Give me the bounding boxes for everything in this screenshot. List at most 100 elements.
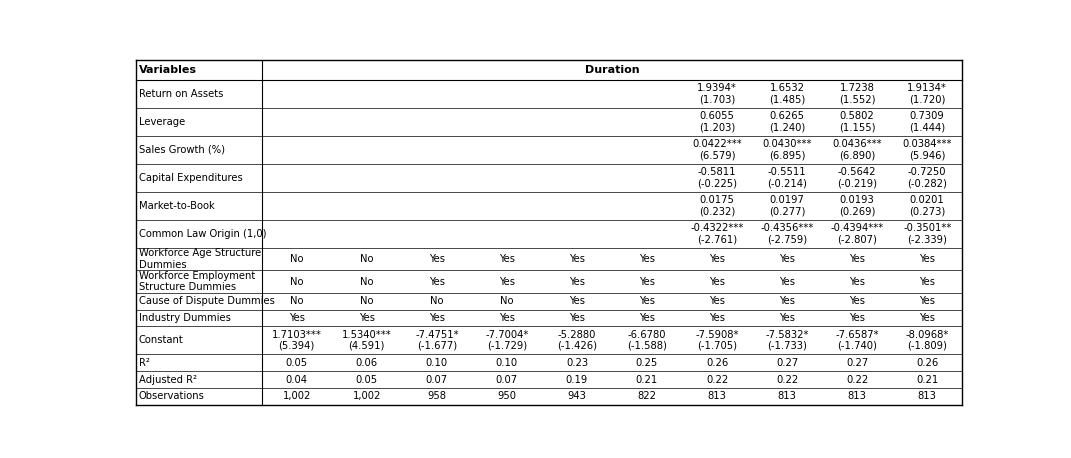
Text: 0.0193: 0.0193 — [840, 195, 875, 205]
Text: (-2.759): (-2.759) — [767, 234, 808, 245]
Text: Yes: Yes — [639, 277, 655, 287]
Text: R²: R² — [139, 358, 150, 368]
Text: 0.10: 0.10 — [426, 358, 448, 368]
Text: -8.0968*: -8.0968* — [905, 330, 949, 340]
Text: Yes: Yes — [779, 254, 795, 264]
Text: Constant: Constant — [139, 335, 183, 345]
Text: 1,002: 1,002 — [283, 392, 311, 401]
Text: (4.591): (4.591) — [348, 341, 384, 351]
Text: No: No — [500, 296, 514, 306]
Text: (-1.809): (-1.809) — [907, 341, 947, 351]
Text: Yes: Yes — [639, 313, 655, 323]
Text: -7.7004*: -7.7004* — [485, 330, 529, 340]
Text: (1.703): (1.703) — [699, 94, 735, 104]
Text: Return on Assets: Return on Assets — [139, 89, 223, 99]
Text: Yes: Yes — [289, 313, 305, 323]
Text: 1.9134*: 1.9134* — [907, 83, 947, 93]
Text: Observations: Observations — [139, 392, 205, 401]
Text: No: No — [290, 254, 303, 264]
Text: -7.4751*: -7.4751* — [416, 330, 458, 340]
Text: Yes: Yes — [428, 254, 444, 264]
Text: Yes: Yes — [428, 313, 444, 323]
Text: 1.9394*: 1.9394* — [697, 83, 737, 93]
Text: (-0.214): (-0.214) — [767, 179, 808, 189]
Text: 0.26: 0.26 — [916, 358, 938, 368]
Text: 0.05: 0.05 — [356, 375, 378, 385]
Text: Duration: Duration — [585, 65, 639, 75]
Text: (-2.761): (-2.761) — [697, 234, 737, 245]
Text: (-2.807): (-2.807) — [838, 234, 877, 245]
Text: -0.4394***: -0.4394*** — [830, 224, 884, 233]
Text: (1.203): (1.203) — [699, 122, 735, 132]
Text: 0.22: 0.22 — [706, 375, 728, 385]
Text: 0.06: 0.06 — [356, 358, 378, 368]
Text: Market-to-Book: Market-to-Book — [139, 201, 214, 211]
Text: Yes: Yes — [709, 254, 725, 264]
Text: Sales Growth (%): Sales Growth (%) — [139, 145, 225, 155]
Text: -0.7250: -0.7250 — [908, 167, 947, 177]
Text: 0.5802: 0.5802 — [840, 111, 875, 121]
Text: 950: 950 — [497, 392, 516, 401]
Text: (1.240): (1.240) — [769, 122, 805, 132]
Text: Cause of Dispute Dummies: Cause of Dispute Dummies — [139, 296, 275, 306]
Text: Yes: Yes — [499, 277, 515, 287]
Text: (-0.282): (-0.282) — [907, 179, 947, 189]
Text: -0.4322***: -0.4322*** — [691, 224, 743, 233]
Text: No: No — [360, 277, 374, 287]
Text: 0.0175: 0.0175 — [699, 195, 735, 205]
Text: 0.25: 0.25 — [636, 358, 658, 368]
Text: (-1.588): (-1.588) — [627, 341, 667, 351]
Text: 0.22: 0.22 — [776, 375, 798, 385]
Text: (-1.729): (-1.729) — [487, 341, 527, 351]
Text: -6.6780: -6.6780 — [628, 330, 666, 340]
Text: Variables: Variables — [139, 65, 197, 75]
Text: (6.579): (6.579) — [698, 151, 736, 160]
Text: (-1.740): (-1.740) — [838, 341, 877, 351]
Text: (-1.733): (-1.733) — [767, 341, 808, 351]
Text: -7.5832*: -7.5832* — [766, 330, 809, 340]
Text: Yes: Yes — [499, 254, 515, 264]
Text: -0.5642: -0.5642 — [838, 167, 876, 177]
Text: (1.485): (1.485) — [769, 94, 805, 104]
Text: Yes: Yes — [639, 296, 655, 306]
Text: 0.07: 0.07 — [496, 375, 518, 385]
Text: (1.444): (1.444) — [909, 122, 946, 132]
Text: 0.04: 0.04 — [286, 375, 307, 385]
Text: (6.895): (6.895) — [769, 151, 805, 160]
Text: 0.0201: 0.0201 — [910, 195, 945, 205]
Text: Yes: Yes — [849, 313, 865, 323]
Text: 0.0436***: 0.0436*** — [832, 139, 883, 149]
Text: Yes: Yes — [849, 296, 865, 306]
Text: (-0.225): (-0.225) — [697, 179, 737, 189]
Text: (0.232): (0.232) — [699, 207, 735, 217]
Text: (0.277): (0.277) — [769, 207, 805, 217]
Text: (-0.219): (-0.219) — [838, 179, 877, 189]
Text: Yes: Yes — [709, 277, 725, 287]
Text: No: No — [290, 277, 303, 287]
Text: 813: 813 — [778, 392, 797, 401]
Text: (0.273): (0.273) — [909, 207, 946, 217]
Text: (0.269): (0.269) — [839, 207, 875, 217]
Text: Workforce Employment
Structure Dummies: Workforce Employment Structure Dummies — [139, 271, 255, 292]
Text: Yes: Yes — [709, 313, 725, 323]
Text: (5.946): (5.946) — [909, 151, 946, 160]
Text: 813: 813 — [918, 392, 937, 401]
Text: No: No — [431, 296, 443, 306]
Text: 0.6265: 0.6265 — [770, 111, 804, 121]
Text: Yes: Yes — [569, 296, 585, 306]
Text: -7.5908*: -7.5908* — [695, 330, 739, 340]
Text: Yes: Yes — [428, 277, 444, 287]
Text: No: No — [360, 254, 374, 264]
Text: No: No — [290, 296, 303, 306]
Text: -7.6587*: -7.6587* — [835, 330, 879, 340]
Text: 822: 822 — [637, 392, 657, 401]
Text: Yes: Yes — [919, 254, 935, 264]
Text: Yes: Yes — [499, 313, 515, 323]
Text: (1.720): (1.720) — [909, 94, 946, 104]
Text: 0.22: 0.22 — [846, 375, 869, 385]
Text: Workforce Age Structure
Dummies: Workforce Age Structure Dummies — [139, 248, 261, 270]
Text: 943: 943 — [568, 392, 587, 401]
Text: 1,002: 1,002 — [352, 392, 381, 401]
Text: (-2.339): (-2.339) — [907, 234, 947, 245]
Text: Capital Expenditures: Capital Expenditures — [139, 173, 243, 183]
